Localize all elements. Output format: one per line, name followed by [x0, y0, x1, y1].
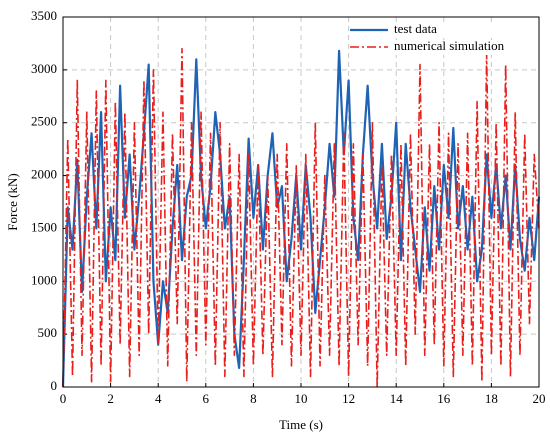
y-tick-label: 2000 — [31, 167, 57, 182]
y-tick-label: 0 — [51, 378, 58, 393]
x-tick-label: 20 — [533, 391, 546, 406]
x-tick-label: 8 — [250, 391, 257, 406]
x-tick-label: 14 — [390, 391, 404, 406]
legend-bg — [390, 40, 535, 55]
x-tick-label: 0 — [60, 391, 67, 406]
series-line — [61, 49, 541, 388]
x-tick-label: 12 — [342, 391, 355, 406]
legend-label: test data — [394, 21, 437, 36]
series-line — [62, 47, 540, 388]
x-tick-label: 18 — [485, 391, 498, 406]
y-tick-label: 1500 — [31, 219, 57, 234]
y-tick-label: 500 — [38, 325, 58, 340]
y-axis-label: Force (kN) — [5, 173, 20, 230]
x-tick-label: 6 — [203, 391, 210, 406]
y-tick-label: 3000 — [31, 61, 57, 76]
plot-frame — [62, 16, 540, 388]
y-tick-label: 2500 — [31, 114, 57, 129]
legend-bg — [390, 23, 535, 38]
x-tick-label: 2 — [107, 391, 114, 406]
y-tick-label: 3500 — [31, 8, 57, 23]
legend-label: numerical simulation — [394, 38, 505, 53]
x-tick-label: 4 — [155, 391, 162, 406]
y-tick-label: 1000 — [31, 272, 57, 287]
x-tick-label: 16 — [437, 391, 451, 406]
x-axis-label: Time (s) — [279, 417, 323, 432]
x-tick-label: 10 — [295, 391, 308, 406]
